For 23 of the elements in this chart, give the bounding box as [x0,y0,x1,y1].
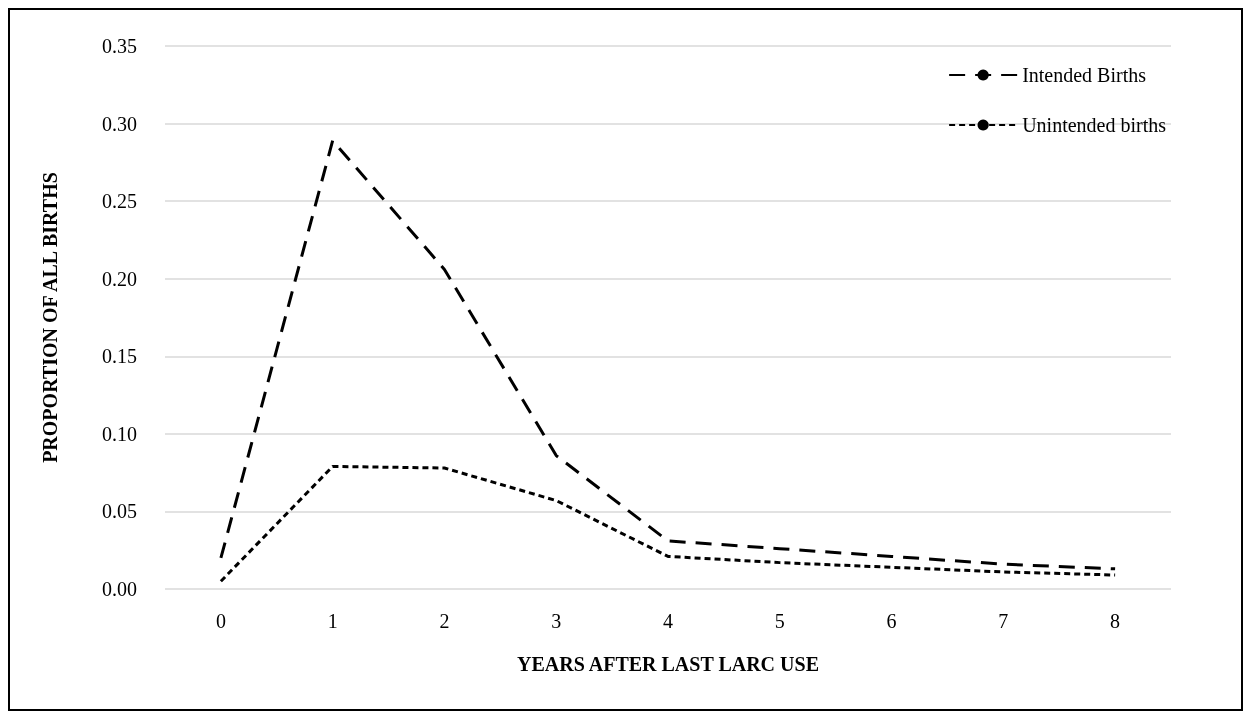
legend-label: Unintended births [1022,114,1167,136]
y-axis-title: PROPORTION OF ALL BIRTHS [39,172,61,463]
x-tick-label: 0 [215,610,226,632]
y-tick-label: 0.30 [102,112,137,135]
y-tick-label: 0.35 [102,35,137,57]
x-axis-title: YEARS AFTER LAST LARC USE [517,653,819,675]
x-tick-label: 6 [886,610,897,632]
line-series [219,139,1117,571]
y-tick-label: 0.25 [102,190,137,213]
x-tick-label: 7 [998,610,1009,632]
legend-label: Intended Births [1022,64,1147,86]
x-tick-label: 4 [663,610,673,632]
y-tick-label: 0.15 [102,345,137,368]
line-series [219,464,1117,583]
x-tick-label: 2 [439,610,450,632]
y-tick-label: 0.05 [102,500,137,523]
y-tick-label: 0.20 [102,267,137,290]
y-tick-label: 0.10 [102,422,137,445]
x-tick-label: 8 [1110,610,1121,632]
x-tick-label: 5 [774,610,785,632]
x-tick-label: 1 [327,610,338,632]
y-tick-label: 0.00 [102,578,137,600]
x-tick-label: 3 [551,610,562,632]
